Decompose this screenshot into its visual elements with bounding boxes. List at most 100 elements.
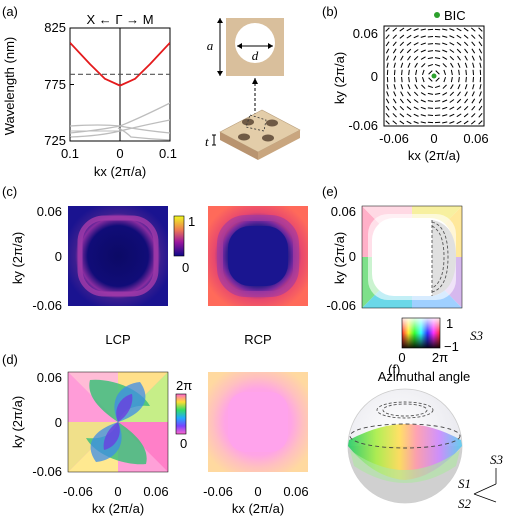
grey-bands	[70, 102, 170, 141]
polarization-dash	[442, 92, 448, 96]
polarization-dash	[420, 121, 426, 124]
polarization-dash	[427, 107, 434, 109]
polarization-dash	[478, 34, 483, 40]
polarization-dash	[408, 76, 410, 83]
d2-xtick-left: -0.06	[203, 484, 233, 499]
panel-label-c: (c)	[2, 184, 17, 199]
polarization-dash	[385, 34, 390, 40]
d2-xtick-mid: 0	[254, 484, 261, 499]
d-xlabel: kx (2π/a)	[92, 501, 144, 516]
lcp-intensity-map	[68, 206, 168, 306]
panel-f-poincare-sphere: S3 S1 S2	[347, 388, 504, 511]
d2-xlabel: kx (2π/a)	[232, 501, 284, 516]
polarization-dash	[456, 106, 462, 111]
polarization-dash	[420, 99, 426, 103]
polarization-dash	[392, 27, 398, 32]
polarization-dash	[478, 98, 483, 104]
b-xtick-mid: 0	[430, 131, 437, 146]
polarization-dash	[434, 57, 441, 60]
polarization-dash	[386, 84, 389, 90]
d-xtick-left: -0.06	[63, 484, 93, 499]
polarization-dash	[465, 69, 467, 76]
polarization-dash	[457, 84, 461, 90]
b-ytick-bot: -0.06	[348, 118, 378, 133]
polarization-dash	[456, 41, 462, 46]
polarization-dash	[449, 42, 455, 46]
polarization-dash	[399, 120, 405, 125]
polarization-dash	[399, 105, 405, 111]
polarization-dash	[413, 106, 419, 110]
polarization-dash	[385, 120, 390, 125]
polarization-dash	[413, 42, 419, 46]
polarization-dash	[470, 27, 476, 32]
polarization-dash	[420, 106, 426, 110]
polarization-dash	[479, 62, 482, 68]
polarization-dash	[413, 99, 419, 103]
cbar-c-min: 0	[182, 260, 189, 275]
polarization-dash	[471, 98, 476, 104]
polarization-dash	[457, 91, 461, 97]
bic-legend-marker	[434, 12, 440, 18]
panel-label-f: (f)	[388, 362, 400, 377]
polarization-dash	[399, 41, 405, 47]
axis-s1: S1	[458, 476, 471, 491]
polarization-dash	[449, 121, 455, 124]
polarization-dash	[434, 92, 441, 95]
polarization-dash	[479, 91, 482, 97]
cbar-e-title: Azimuthal angle	[378, 369, 471, 384]
air-hole	[235, 23, 275, 63]
polarization-dash	[386, 62, 389, 68]
polarization-dash	[427, 85, 434, 89]
polarization-dash	[456, 113, 462, 118]
b-xtick-right: 0.06	[463, 131, 488, 146]
polarization-dash	[413, 28, 419, 31]
polarization-dash	[420, 56, 426, 60]
cbar-e-side: S3	[470, 328, 484, 343]
polarization-dash	[413, 35, 419, 39]
b-ytick-mid: 0	[371, 69, 378, 84]
polarization-dash	[400, 55, 404, 61]
polarization-dash	[427, 63, 434, 67]
polarization-dash	[428, 77, 433, 82]
xtick-left: 0.1	[61, 146, 79, 161]
polarization-dash	[427, 92, 434, 95]
title-lcp: LCP	[105, 332, 130, 347]
polarization-dash	[442, 106, 448, 110]
polarization-dash	[449, 91, 455, 97]
polarization-dash	[442, 63, 447, 68]
polarization-dash	[443, 76, 447, 83]
polarization-dash	[472, 62, 475, 68]
polarization-dash	[393, 91, 397, 97]
b-ylabel: ky (2π/a)	[332, 52, 347, 104]
panel-e-stokes-map: 0.06 0 -0.06 ky (2π/a) 1 −1 S3 0 2π Azim…	[326, 204, 483, 384]
polarization-dash	[393, 55, 397, 61]
polarization-vectors	[385, 27, 483, 125]
polarization-dash	[421, 76, 425, 83]
polarization-dash	[399, 113, 405, 118]
polarization-dash	[406, 41, 412, 46]
axis-s2: S2	[458, 496, 472, 511]
polarization-dash	[400, 84, 404, 90]
panel-label-e: (e)	[322, 184, 338, 199]
polarization-dash	[449, 49, 455, 53]
polarization-dash	[415, 76, 418, 83]
e-ytick-top: 0.06	[331, 204, 356, 219]
cbar-e-bot: −1	[444, 339, 459, 354]
polarization-dash	[457, 62, 461, 68]
colorbar-e	[401, 317, 441, 349]
polarization-dash	[449, 35, 455, 39]
polarization-dash	[434, 107, 441, 109]
cbar-e-left: 0	[398, 350, 405, 365]
polarization-dash	[442, 114, 448, 117]
polarization-dash	[478, 41, 483, 47]
polarization-dash	[442, 84, 447, 89]
polarization-dash	[392, 105, 397, 111]
polarization-dash	[456, 48, 462, 54]
c-ytick-top: 0.06	[37, 204, 62, 219]
c-ytick-bot: -0.06	[32, 298, 62, 313]
polarization-dash	[434, 100, 441, 102]
polarization-dash	[442, 42, 448, 46]
e-ytick-bot: -0.06	[326, 298, 356, 313]
b-xtick-left: -0.06	[379, 131, 409, 146]
polarization-dash	[472, 84, 475, 90]
